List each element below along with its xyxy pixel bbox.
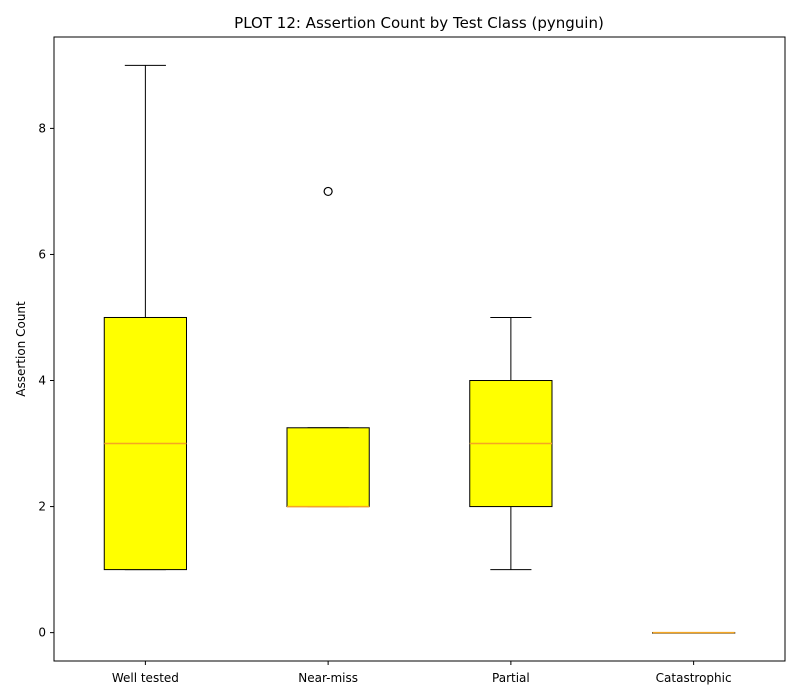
- y-axis: 0 2 4 6 8: [38, 121, 54, 640]
- chart-title: PLOT 12: Assertion Count by Test Class (…: [234, 14, 604, 32]
- box-group-partial: [469, 316, 553, 571]
- box-group-near-miss: [286, 186, 370, 508]
- plot-area: [103, 64, 736, 634]
- y-tick-label: 2: [38, 500, 46, 514]
- y-axis-label: Assertion Count: [14, 301, 28, 397]
- x-tick-label: Catastrophic: [656, 671, 732, 685]
- x-tick-label: Well tested: [112, 671, 179, 685]
- box-group-catastrophic: [652, 631, 736, 634]
- y-tick-label: 6: [38, 247, 46, 261]
- x-tick-label: Partial: [492, 671, 530, 685]
- y-tick-label: 0: [38, 626, 46, 640]
- x-tick-label: Near-miss: [298, 671, 358, 685]
- box-group-well-tested: [103, 64, 187, 571]
- plot-frame: [53, 36, 786, 662]
- x-axis: Well tested Near-miss Partial Catastrophic: [112, 661, 732, 685]
- outlier-point: [323, 186, 333, 197]
- y-tick-label: 4: [38, 374, 46, 388]
- y-tick-label: 8: [38, 121, 46, 135]
- box: [286, 427, 370, 508]
